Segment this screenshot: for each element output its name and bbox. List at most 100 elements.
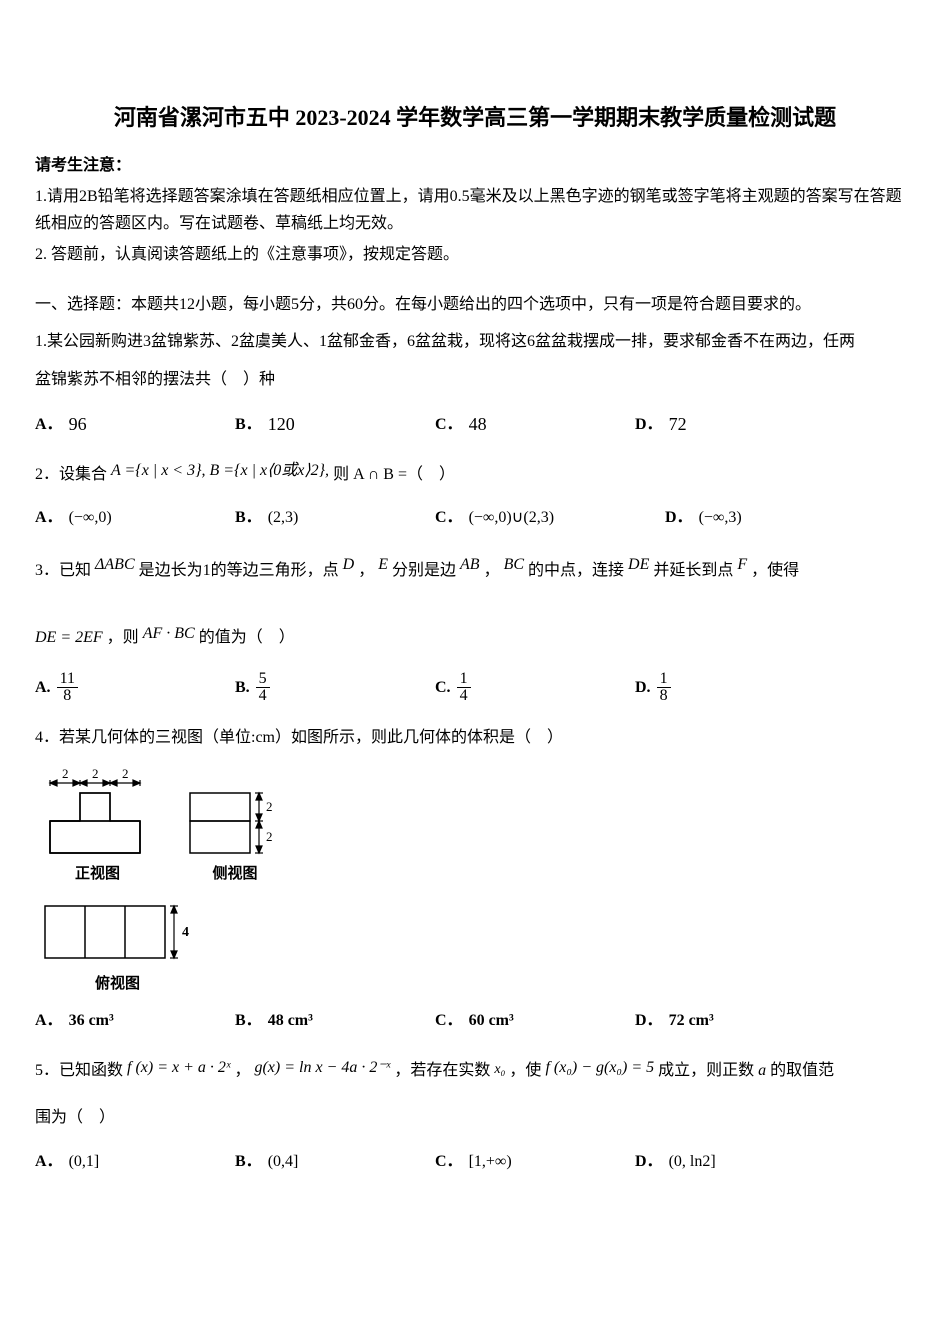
q4-opt-d-value: 72 cm³ bbox=[669, 1008, 714, 1034]
q3-eq1: DE = 2EF bbox=[35, 629, 103, 646]
option-label-b: B． bbox=[235, 1149, 262, 1175]
q2-suffix: 则 A ∩ B =（ ） bbox=[333, 466, 455, 483]
q5-a: a bbox=[758, 1062, 766, 1079]
q5-prefix: 5．已知函数 bbox=[35, 1062, 127, 1079]
q3-opt-b-frac: 5 4 bbox=[256, 671, 270, 704]
q1-opt-c-value: 48 bbox=[469, 410, 487, 439]
q3-mid3: 分别是边 bbox=[392, 562, 456, 579]
q5-sep1: ， bbox=[234, 1062, 250, 1079]
front-view-svg: 2 2 2 bbox=[35, 768, 160, 858]
q4-figures-row1: 2 2 2 正视图 bbox=[35, 768, 915, 886]
q3-mid7: ，使得 bbox=[751, 562, 799, 579]
q2-options: A． (−∞,0) B． (2,3) C． (−∞,0)∪(2,3) D． (−… bbox=[35, 505, 915, 531]
q3-option-d: D. 1 8 bbox=[635, 671, 835, 704]
q3-abc: ΔABC bbox=[95, 556, 135, 573]
option-label-c: C． bbox=[435, 505, 463, 531]
q1-options: A． 96 B． 120 C． 48 D． 72 bbox=[35, 410, 915, 439]
q2-opt-d-value: (−∞,3) bbox=[699, 505, 742, 531]
q3-mid4: ， bbox=[484, 562, 500, 579]
page-title: 河南省漯河市五中 2023-2024 学年数学高三第一学期期末教学质量检测试题 bbox=[35, 100, 915, 135]
notice-1: 1.请用2B铅笔将选择题答案涂填在答题纸相应位置上，请用0.5毫米及以上黑色字迹… bbox=[35, 183, 915, 237]
q1-option-b: B． 120 bbox=[235, 410, 435, 439]
q3-F: F bbox=[737, 556, 747, 573]
q4-opt-a-value: 36 cm³ bbox=[69, 1008, 114, 1034]
option-label-c: C． bbox=[435, 1149, 463, 1175]
option-label-a: A． bbox=[35, 1008, 63, 1034]
q4-opt-b-value: 48 cm³ bbox=[268, 1008, 313, 1034]
q2-sets: A ={x | x < 3}, B ={x | x⟨0或x⟩2}, bbox=[111, 462, 329, 479]
dim-4: 4 bbox=[182, 925, 189, 940]
q5-option-a: A． (0,1] bbox=[35, 1149, 235, 1175]
option-label-b: B． bbox=[235, 412, 262, 438]
q5-mid1: ，若存在实数 bbox=[394, 1062, 494, 1079]
q2-option-c: C． (−∞,0)∪(2,3) bbox=[435, 505, 665, 531]
q3-mid6: 并延长到点 bbox=[653, 562, 733, 579]
q3-mid2: ， bbox=[358, 562, 374, 579]
q5-opt-d-value: (0, ln2] bbox=[669, 1149, 716, 1175]
q3-D: D bbox=[343, 556, 355, 573]
q3-option-b: B. 5 4 bbox=[235, 671, 435, 704]
q4-top-view: 4 俯视图 bbox=[35, 898, 200, 996]
q4-figures-row2: 4 俯视图 bbox=[35, 898, 915, 996]
q3-DE: DE bbox=[628, 556, 649, 573]
q4-front-view: 2 2 2 正视图 bbox=[35, 768, 160, 886]
q5-opt-b-value: (0,4] bbox=[268, 1149, 299, 1175]
q3-options: A. 11 8 B. 5 4 C. 1 4 D. 1 8 bbox=[35, 671, 915, 704]
option-label-d: D． bbox=[635, 412, 663, 438]
q1-option-a: A． 96 bbox=[35, 410, 235, 439]
q3-option-a: A. 11 8 bbox=[35, 671, 235, 704]
q2-opt-b-value: (2,3) bbox=[268, 505, 299, 531]
q5-option-b: B． (0,4] bbox=[235, 1149, 435, 1175]
q3-prefix: 3．已知 bbox=[35, 562, 91, 579]
notice-2: 2. 答题前，认真阅读答题纸上的《注意事项》，按规定答题。 bbox=[35, 241, 915, 268]
q2-prefix: 2．设集合 bbox=[35, 466, 111, 483]
option-label-a: A. bbox=[35, 675, 51, 701]
q1-opt-b-value: 120 bbox=[268, 410, 295, 439]
question-2: 2．设集合 A ={x | x < 3}, B ={x | x⟨0或x⟩2}, … bbox=[35, 455, 915, 491]
q5-line2: 围为（ ） bbox=[35, 1100, 915, 1135]
q3-option-c: C. 1 4 bbox=[435, 671, 635, 704]
dim-h2: 2 bbox=[266, 829, 273, 844]
q3-opt-c-frac: 1 4 bbox=[457, 671, 471, 704]
side-view-svg: 2 2 bbox=[180, 768, 290, 858]
dim-2b: 2 bbox=[92, 768, 99, 781]
q1-text-line2: 盆锦紫苏不相邻的摆法共（ ）种 bbox=[35, 364, 915, 396]
q3-E: E bbox=[378, 556, 388, 573]
q4-opt-c-value: 60 cm³ bbox=[469, 1008, 514, 1034]
top-view-svg: 4 bbox=[35, 898, 200, 968]
q3-line2d: 的值为（ ） bbox=[199, 629, 295, 646]
q2-opt-c-value: (−∞,0)∪(2,3) bbox=[469, 505, 554, 531]
q3-BC: BC bbox=[504, 556, 524, 573]
q1-option-d: D． 72 bbox=[635, 410, 835, 439]
q2-option-d: D． (−∞,3) bbox=[665, 505, 865, 531]
q1-text-line1: 1.某公园新购进3盆锦紫苏、2盆虞美人、1盆郁金香，6盆盆栽，现将这6盆盆栽摆成… bbox=[35, 326, 915, 358]
q4-option-c: C． 60 cm³ bbox=[435, 1008, 635, 1034]
q3-AB: AB bbox=[460, 556, 480, 573]
q5-option-d: D． (0, ln2] bbox=[635, 1149, 835, 1175]
q2-opt-a-value: (−∞,0) bbox=[69, 505, 112, 531]
front-view-label: 正视图 bbox=[35, 862, 160, 886]
option-label-a: A． bbox=[35, 505, 63, 531]
q4-options: A． 36 cm³ B． 48 cm³ C． 60 cm³ D． 72 cm³ bbox=[35, 1008, 915, 1034]
q2-option-b: B． (2,3) bbox=[235, 505, 435, 531]
q3-mid1: 是边长为1的等边三角形，点 bbox=[139, 562, 339, 579]
option-label-d: D． bbox=[665, 505, 693, 531]
dim-h1: 2 bbox=[266, 799, 273, 814]
q4-option-d: D． 72 cm³ bbox=[635, 1008, 835, 1034]
q3-afbc: AF · BC bbox=[143, 625, 195, 642]
q5-opt-c-value: [1,+∞) bbox=[469, 1149, 512, 1175]
question-5: 5．已知函数 f (x) = x + a · 2ˣ ， g(x) = ln x … bbox=[35, 1050, 915, 1135]
q5-eq: f (x₀) − g(x₀) = 5 bbox=[545, 1059, 654, 1076]
dim-2a: 2 bbox=[62, 768, 69, 781]
option-label-b: B． bbox=[235, 505, 262, 531]
option-label-d: D． bbox=[635, 1149, 663, 1175]
q3-line2b: ，则 bbox=[107, 629, 139, 646]
section-1-header: 一、选择题：本题共12小题，每小题5分，共60分。在每小题给出的四个选项中，只有… bbox=[35, 292, 915, 318]
q5-opt-a-value: (0,1] bbox=[69, 1149, 100, 1175]
q5-options: A． (0,1] B． (0,4] C． [1,+∞) D． (0, ln2] bbox=[35, 1149, 915, 1175]
q4-option-b: B． 48 cm³ bbox=[235, 1008, 435, 1034]
q5-x0: x₀ bbox=[494, 1062, 505, 1077]
option-label-d: D. bbox=[635, 675, 651, 701]
q3-opt-a-frac: 11 8 bbox=[57, 671, 78, 704]
q5-option-c: C． [1,+∞) bbox=[435, 1149, 635, 1175]
